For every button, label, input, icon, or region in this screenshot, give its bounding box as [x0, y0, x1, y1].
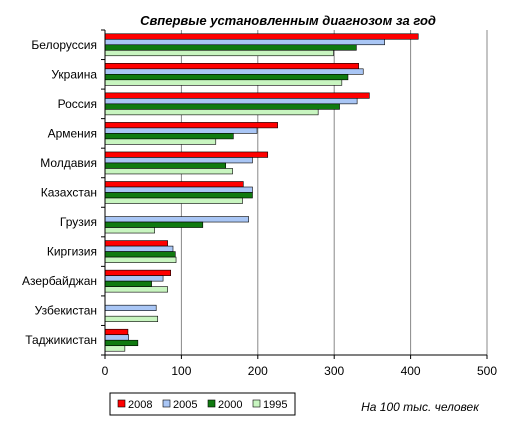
- category-label: Украина: [51, 67, 97, 81]
- bar: [104, 304, 157, 311]
- bar: [104, 269, 172, 276]
- bar: [104, 245, 174, 252]
- category-label: Россия: [58, 97, 97, 111]
- category-label: Молдавия: [40, 156, 97, 170]
- bar: [104, 38, 385, 46]
- bar: [104, 98, 358, 105]
- bar: [104, 109, 319, 116]
- category-label: Казахстан: [41, 186, 97, 200]
- x-tick-label: 300: [324, 364, 344, 378]
- legend-label: 2008: [128, 399, 152, 411]
- bar: [104, 74, 349, 81]
- bar: [104, 186, 253, 193]
- bar: [104, 127, 258, 134]
- bar: [104, 286, 168, 293]
- bar: [104, 256, 177, 263]
- bar: [104, 68, 364, 75]
- bar: [104, 63, 359, 70]
- x-tick-label: 500: [477, 364, 497, 378]
- legend-swatch: [117, 399, 126, 408]
- bar: [104, 251, 176, 258]
- bar: [104, 92, 370, 99]
- bar: [104, 328, 129, 336]
- bar: [104, 221, 204, 228]
- x-tick-label: 400: [401, 364, 421, 378]
- bar: [104, 275, 164, 282]
- category-label: Киргизия: [47, 245, 97, 259]
- bars: [104, 33, 419, 352]
- bar: [104, 162, 227, 169]
- x-tick-label: 100: [171, 364, 191, 378]
- category-label: Узбекистан: [35, 304, 97, 318]
- bar: [104, 157, 253, 164]
- x-tick-label: 0: [102, 364, 109, 378]
- bar: [104, 315, 159, 322]
- legend-label: 1995: [263, 399, 287, 411]
- legend-label: 2005: [173, 399, 197, 411]
- bar: [104, 334, 129, 341]
- bar: [104, 138, 217, 145]
- bar: [104, 103, 340, 110]
- bar: [104, 192, 253, 199]
- legend-swatch: [162, 399, 171, 408]
- legend-label: 2000: [218, 399, 242, 411]
- category-label: Таджикистан: [25, 333, 97, 347]
- tick-labels: 0 100 200 300 400 500: [102, 364, 498, 378]
- bar: [104, 44, 357, 51]
- chart-title: Cвпервые установленным диагнозом за год: [140, 13, 436, 28]
- bar: [104, 168, 233, 175]
- axes: [101, 29, 488, 359]
- bar: [104, 280, 152, 287]
- bar: [104, 79, 343, 86]
- bar: [104, 122, 278, 129]
- bar: [104, 181, 244, 188]
- category-label: Грузия: [60, 215, 97, 229]
- bar: [104, 197, 243, 204]
- bar: [104, 133, 234, 140]
- bar: [104, 339, 139, 347]
- bar: [104, 227, 155, 234]
- unit-note: На 100 тыс. человек: [361, 400, 480, 414]
- bar: [104, 33, 419, 40]
- bar: [104, 216, 249, 223]
- bar: [104, 49, 334, 57]
- x-tick-label: 200: [248, 364, 268, 378]
- legend-box: [109, 392, 296, 416]
- legend-swatch: [252, 399, 261, 408]
- bar: [104, 151, 269, 158]
- legend-swatch: [207, 399, 216, 408]
- category-labels: Белоруссия Украина Россия Армения Молдавия Ка…: [22, 38, 97, 347]
- category-label: Белоруссия: [31, 38, 97, 52]
- category-label: Азербайджан: [22, 274, 97, 288]
- legend: 2008 2005 2000 1995: [109, 392, 296, 416]
- bar: [104, 345, 126, 352]
- bar: [104, 240, 168, 247]
- category-label: Армения: [48, 126, 97, 140]
